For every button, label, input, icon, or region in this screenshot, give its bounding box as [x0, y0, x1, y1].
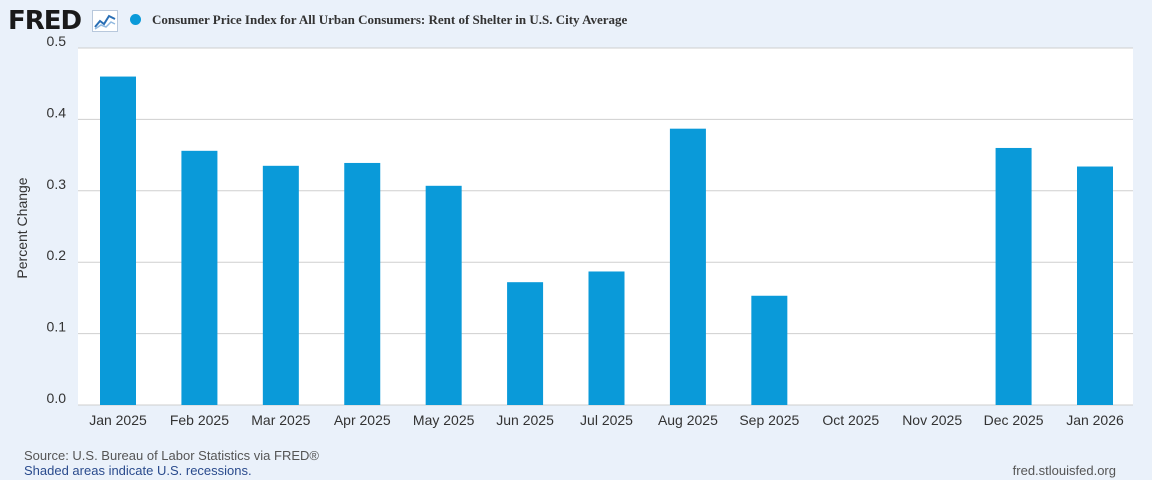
x-tick-label: Mar 2025	[251, 412, 310, 428]
x-tick-label: Jul 2025	[580, 412, 633, 428]
bar-jul-2025[interactable]	[588, 271, 625, 405]
legend-marker	[130, 14, 141, 25]
x-tick-label: Dec 2025	[984, 412, 1044, 428]
x-tick-label: Oct 2025	[822, 412, 879, 428]
x-tick-label: Sep 2025	[739, 412, 799, 428]
chart-header: FRED Consumer Price Index for All Urban …	[0, 0, 1152, 40]
chart-title: Consumer Price Index for All Urban Consu…	[152, 12, 628, 27]
fred-url-link[interactable]: fred.stlouisfed.org	[1012, 463, 1116, 478]
x-tick-label: Nov 2025	[902, 412, 962, 428]
x-tick-label: May 2025	[413, 412, 475, 428]
y-tick-label: 0.4	[47, 104, 67, 120]
chart-area: 0.0 0.1 0.2 0.3 0.4 0.5 Jan 2025 Feb 2025 Mar 2…	[14, 33, 1133, 428]
y-tick-label: 0.0	[47, 390, 67, 406]
bar-dec-2025[interactable]	[995, 147, 1032, 405]
x-axis-ticks: Jan 2025 Feb 2025 Mar 2025 Apr 2025 May 2025…	[89, 412, 1124, 428]
x-tick-label: Jun 2025	[496, 412, 554, 428]
x-tick-label: Jan 2026	[1066, 412, 1124, 428]
y-tick-label: 0.3	[47, 176, 67, 192]
bar-apr-2025[interactable]	[344, 162, 381, 405]
fred-logo[interactable]: FRED	[8, 6, 82, 36]
bar-jun-2025[interactable]	[507, 282, 544, 405]
line-graph-icon	[92, 10, 118, 32]
bar-jan-2026[interactable]	[1077, 166, 1113, 405]
bar-feb-2025[interactable]	[181, 150, 218, 405]
source-note: Source: U.S. Bureau of Labor Statistics …	[24, 448, 319, 463]
x-tick-label: Jan 2025	[89, 412, 147, 428]
y-axis-title: Percent Change	[14, 177, 30, 278]
bar-sep-2025[interactable]	[751, 295, 788, 405]
bar-jan-2025[interactable]	[100, 76, 136, 405]
x-tick-label: Apr 2025	[334, 412, 391, 428]
y-tick-label: 0.5	[47, 33, 67, 49]
y-axis-ticks: 0.0 0.1 0.2 0.3 0.4 0.5	[47, 33, 67, 406]
recessions-note[interactable]: Shaded areas indicate U.S. recessions.	[24, 463, 252, 478]
bars	[100, 76, 1113, 405]
bar-aug-2025[interactable]	[669, 128, 706, 405]
bar-may-2025[interactable]	[425, 185, 462, 405]
x-tick-label: Feb 2025	[170, 412, 229, 428]
x-tick-label: Aug 2025	[658, 412, 718, 428]
y-tick-label: 0.2	[47, 247, 67, 263]
bar-mar-2025[interactable]	[262, 165, 299, 405]
y-tick-label: 0.1	[47, 319, 67, 335]
